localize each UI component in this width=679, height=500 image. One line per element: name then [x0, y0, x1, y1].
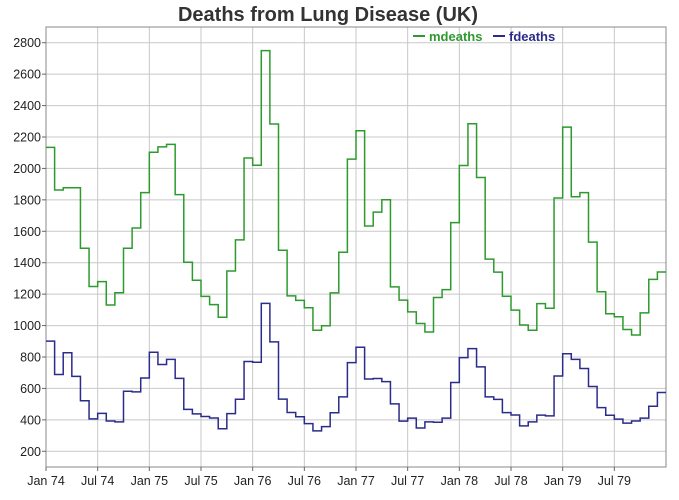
y-tick-label: 1800 [13, 193, 41, 207]
x-tick-label: Jul 76 [288, 474, 321, 488]
y-tick-label: 800 [20, 351, 41, 365]
y-tick-label: 400 [20, 413, 41, 427]
y-tick-label: 1200 [13, 288, 41, 302]
x-tick-label: Jan 77 [337, 474, 375, 488]
y-tick-label: 600 [20, 382, 41, 396]
x-tick-label: Jan 76 [234, 474, 272, 488]
x-tick-label: Jul 79 [598, 474, 631, 488]
series-line-mdeaths [46, 49, 666, 336]
x-axis: Jan 74 Jul 74 Jan 75 Jul 75 Jan 76 Jul 76 Jan … [27, 467, 631, 488]
y-axis: 200 400 600 800 1000 1200 1400 1600 1800 2000 2200… [13, 36, 46, 459]
series-line-fdeaths [46, 302, 666, 432]
y-tick-label: 2200 [13, 131, 41, 145]
y-tick-label: 2000 [13, 162, 41, 176]
legend: mdeaths fdeaths [413, 29, 555, 44]
x-tick-label: Jul 77 [391, 474, 424, 488]
y-tick-label: 200 [20, 445, 41, 459]
x-tick-label: Jul 74 [81, 474, 114, 488]
y-tick-label: 2400 [13, 99, 41, 113]
grid [46, 27, 666, 467]
chart-title: Deaths from Lung Disease (UK) [178, 4, 478, 26]
x-tick-label: Jul 75 [184, 474, 217, 488]
y-tick-label: 1000 [13, 319, 41, 333]
x-tick-label: Jan 75 [131, 474, 169, 488]
series-layer [46, 49, 666, 432]
legend-label-fdeaths: fdeaths [509, 29, 555, 44]
y-tick-label: 1600 [13, 225, 41, 239]
x-tick-label: Jan 78 [441, 474, 479, 488]
y-tick-label: 1400 [13, 256, 41, 270]
y-tick-label: 2800 [13, 36, 41, 50]
x-tick-label: Jan 74 [27, 474, 65, 488]
legend-label-mdeaths: mdeaths [429, 29, 482, 44]
x-tick-label: Jan 79 [544, 474, 582, 488]
x-tick-label: Jul 78 [494, 474, 527, 488]
y-tick-label: 2600 [13, 68, 41, 82]
